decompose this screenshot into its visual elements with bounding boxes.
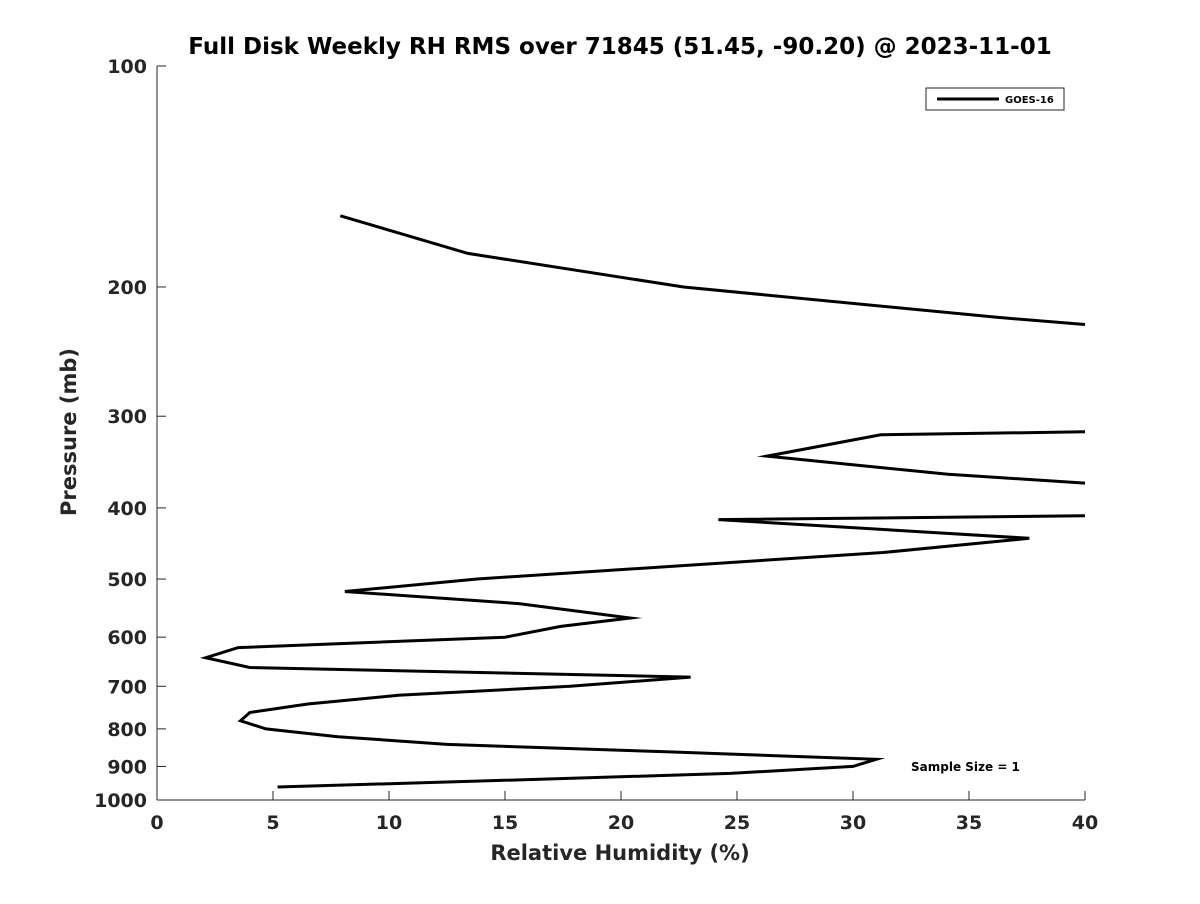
x-tick-label: 40 bbox=[1072, 812, 1098, 834]
y-tick-label: 700 bbox=[107, 676, 147, 698]
x-tick-label: 30 bbox=[840, 812, 866, 834]
x-tick-label: 5 bbox=[266, 812, 279, 834]
y-tick-label: 100 bbox=[107, 56, 147, 78]
y-tick-label: 800 bbox=[107, 719, 147, 741]
x-axis: 0 5 10 15 20 25 30 35 40 bbox=[150, 791, 1098, 834]
legend: GOES-16 bbox=[925, 87, 1065, 111]
sample-size-annotation: Sample Size = 1 bbox=[911, 760, 1020, 774]
y-tick-label: 300 bbox=[107, 406, 147, 428]
x-axis-label: Relative Humidity (%) bbox=[490, 841, 749, 865]
series-line-1-segment-1 bbox=[339, 214, 1086, 326]
y-tick-label: 1000 bbox=[94, 790, 147, 812]
y-axis-label: Pressure (mb) bbox=[57, 348, 81, 516]
x-tick-label: 10 bbox=[376, 812, 402, 834]
y-tick-label: 600 bbox=[107, 627, 147, 649]
y-tick-label: 400 bbox=[107, 498, 147, 520]
x-tick-label: 15 bbox=[492, 812, 518, 834]
y-axis: 100 200 300 400 500 600 700 800 900 1000 bbox=[94, 56, 166, 812]
y-tick-label: 900 bbox=[107, 756, 147, 778]
series-line-1-segment-2 bbox=[756, 430, 1086, 485]
y-tick-label: 200 bbox=[107, 277, 147, 299]
x-tick-label: 20 bbox=[608, 812, 634, 834]
chart-title: Full Disk Weekly RH RMS over 71845 (51.4… bbox=[188, 34, 1051, 60]
series-layer bbox=[199, 214, 1086, 789]
x-tick-label: 35 bbox=[956, 812, 982, 834]
x-tick-label: 25 bbox=[724, 812, 750, 834]
series-line-1-segment-3 bbox=[199, 514, 1086, 789]
legend-label-goes16: GOES-16 bbox=[1005, 95, 1054, 106]
y-tick-label: 500 bbox=[107, 569, 147, 591]
x-tick-label: 0 bbox=[150, 812, 163, 834]
